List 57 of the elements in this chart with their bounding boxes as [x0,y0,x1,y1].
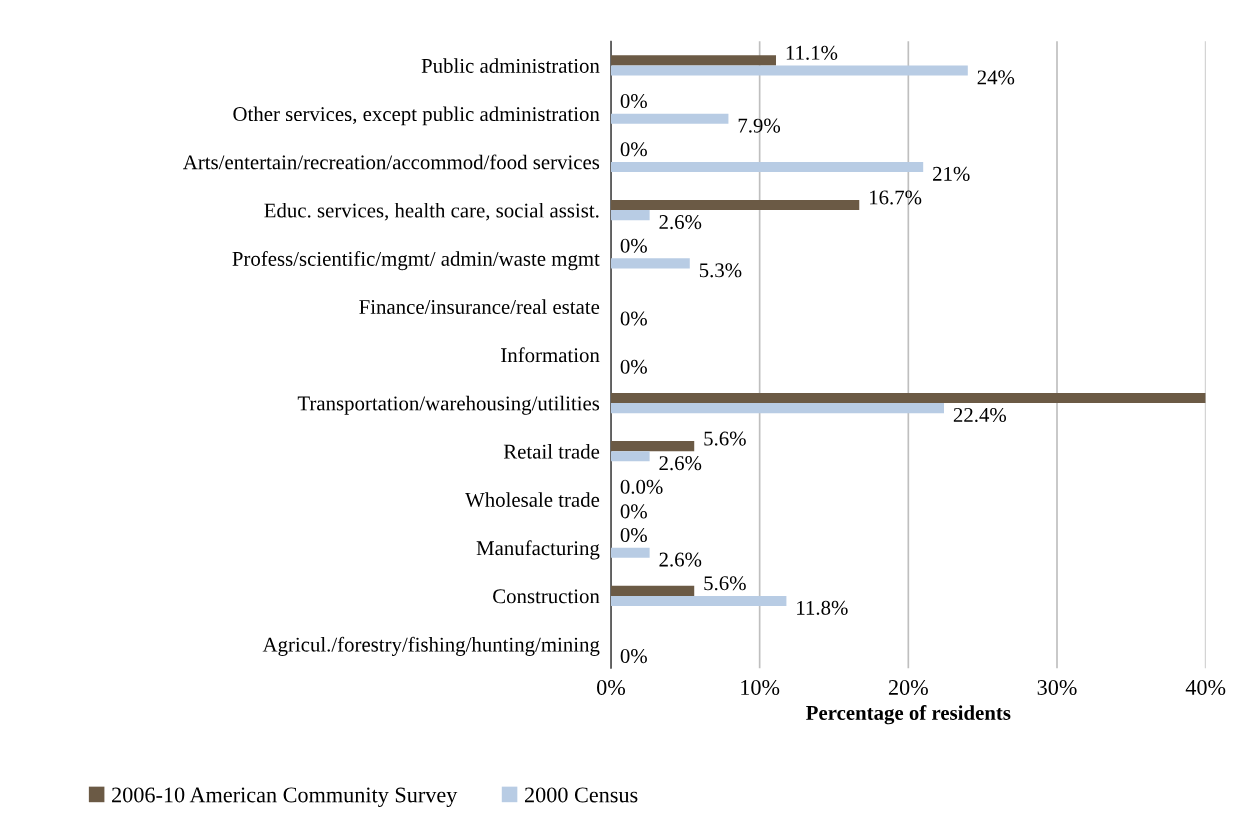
data-label: 7.9% [738,118,781,133]
x-tick-label: 0% [597,679,626,696]
x-tick-label: 10% [741,679,780,696]
legend-label: 2000 Census [524,787,638,803]
bar [610,55,777,66]
bar [610,65,968,76]
bar [610,451,650,462]
data-label: 0.0% [620,479,663,494]
data-label: 21% [933,166,970,181]
data-label: 11.1% [786,45,838,60]
bar [610,161,924,173]
data-label: 0% [620,142,647,157]
data-label: 0% [620,311,647,326]
y-tick-label: Wholesale trade [465,492,600,507]
y-tick-label: Arts/entertain/recreation/accommod/food services [182,154,600,170]
data-label: 16.7% [870,190,922,205]
data-label: 5.6% [704,431,746,446]
y-tick-label: Public administration [421,58,600,73]
data-label: 0% [620,649,647,664]
data-label: 0% [620,504,647,519]
bar [610,258,690,269]
data-label: 24% [977,70,1015,85]
bar [610,595,787,607]
x-tick-label: 40% [1185,679,1226,696]
y-tick-label: Manufacturing [476,540,600,560]
y-tick-label: Construction [493,589,600,604]
bar [610,403,945,414]
y-tick-label: Finance/insurance/real estate [359,299,600,314]
data-label: 0% [620,359,647,374]
y-tick-label: Profess/scientific/mgmt/ admin/waste mgmt [232,251,600,271]
x-axis-title: Percentage of residents [806,705,1011,725]
bar [610,441,695,452]
y-tick-label: Educ. services, health care, social assist. [264,202,599,221]
y-tick-label: Retail trade [503,444,600,459]
data-label: 0% [620,238,647,253]
data-label: 0% [620,527,647,543]
x-tick-label: 30% [1037,679,1077,696]
data-label: 22.4% [953,407,1007,423]
data-label: 2.6% [659,552,702,567]
y-tick-label: Agricul./forestry/fishing/hunting/mining [262,636,600,656]
y-tick-label: Information [501,347,600,363]
bar [610,113,729,124]
bar [610,210,650,221]
bar [610,547,650,558]
data-label: 5.3% [699,263,742,278]
data-label: 0% [620,93,647,109]
data-label: 11.8% [797,600,848,615]
data-label: 2.6% [659,456,702,471]
legend-label: 2006-10 American Community Survey [112,787,458,807]
data-label: 5.6% [704,576,746,591]
bar [610,200,860,211]
x-tick-label: 20% [888,679,928,696]
bar [610,392,1206,403]
bar [610,585,695,596]
y-tick-label: Other services, except public administration [233,106,600,126]
data-label: 2.6% [659,215,702,230]
y-tick-label: Transportation/warehousing/utilities [297,395,600,415]
